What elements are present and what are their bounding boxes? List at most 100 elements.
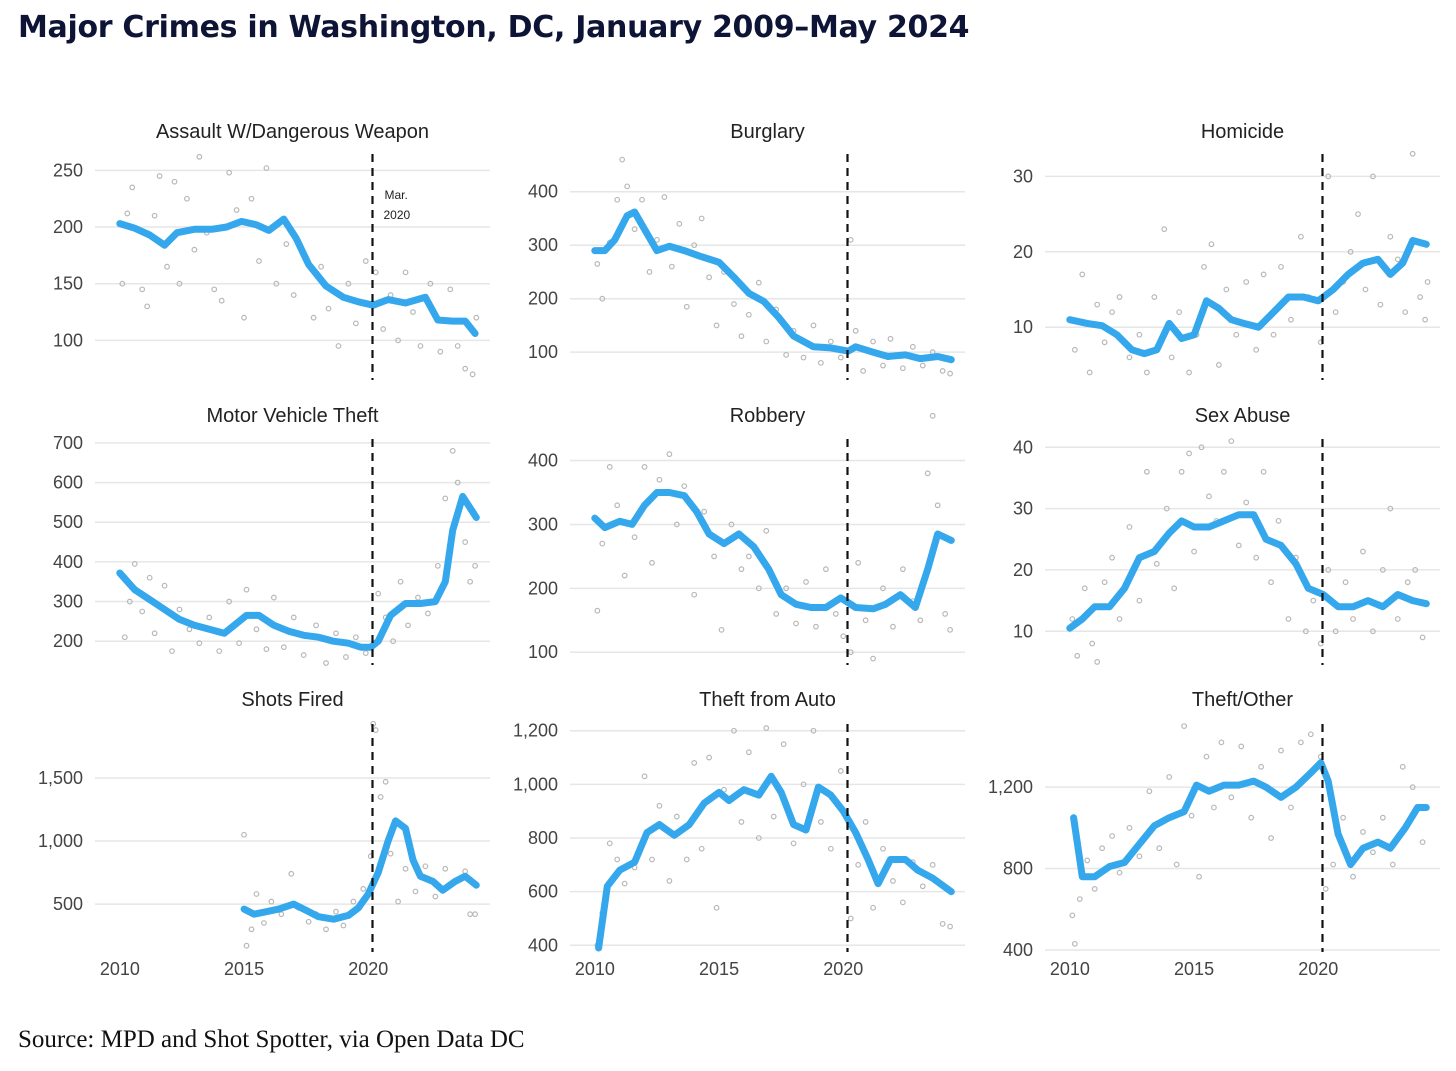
data-point	[124, 210, 131, 217]
data-point	[352, 634, 359, 641]
data-point	[656, 802, 663, 809]
data-point	[350, 898, 357, 905]
data-point	[731, 301, 737, 307]
data-point	[176, 280, 183, 287]
data-point	[405, 622, 411, 629]
data-point	[947, 626, 953, 633]
data-point	[442, 495, 449, 502]
data-point	[1379, 567, 1386, 573]
data-point	[144, 303, 151, 310]
data-point	[233, 207, 240, 213]
x-tick-label: 2015	[1174, 959, 1214, 979]
panel-title: Shots Fired	[241, 689, 343, 711]
trend-line	[591, 208, 955, 364]
data-point	[343, 654, 349, 660]
data-point	[1394, 256, 1401, 263]
marker-annotation: 2020	[383, 208, 410, 222]
data-point	[1071, 346, 1078, 353]
data-point	[263, 646, 270, 653]
data-point	[1409, 784, 1416, 791]
data-point	[942, 610, 949, 617]
data-point	[1161, 226, 1168, 233]
data-point	[1153, 560, 1160, 567]
data-point	[1126, 824, 1133, 831]
data-point	[683, 856, 690, 863]
y-tick-label: 250	[53, 160, 83, 180]
data-point	[288, 870, 295, 877]
data-point	[1071, 940, 1078, 947]
data-point	[226, 598, 233, 605]
data-point	[810, 322, 817, 329]
data-point	[1332, 309, 1339, 316]
data-point	[745, 311, 752, 318]
data-point	[1186, 450, 1192, 457]
data-point	[1360, 829, 1366, 835]
marker-annotation: Mar.	[384, 188, 407, 202]
data-point	[1086, 369, 1093, 376]
data-point	[1347, 248, 1354, 255]
panel-homicide: Homicide 10 20 30	[1013, 121, 1440, 380]
data-point	[473, 314, 480, 321]
data-point	[783, 585, 790, 592]
y-tick-label: 20	[1013, 242, 1033, 262]
data-point	[1387, 505, 1394, 512]
data-point	[855, 861, 862, 868]
data-point	[454, 479, 461, 486]
data-point	[919, 362, 926, 369]
data-point	[661, 194, 668, 200]
data-point	[1260, 468, 1267, 475]
data-point	[1307, 731, 1314, 738]
data-point	[837, 354, 844, 361]
data-point	[1079, 271, 1086, 278]
trend-line	[595, 772, 955, 952]
data-point	[211, 286, 218, 293]
y-tick-label: 300	[528, 235, 558, 255]
data-point	[454, 343, 461, 349]
data-point	[1126, 354, 1133, 361]
source-note: Source: MPD and Shot Spotter, via Open D…	[18, 1026, 525, 1053]
data-point	[947, 370, 953, 377]
data-point	[1278, 263, 1284, 270]
data-point	[1188, 812, 1195, 819]
data-point	[243, 586, 250, 593]
data-point	[1166, 774, 1173, 780]
data-point	[1181, 723, 1188, 730]
data-point	[656, 476, 663, 483]
data-point	[668, 263, 675, 270]
y-tick-label: 40	[1013, 437, 1033, 457]
data-point	[176, 606, 183, 613]
data-point	[1143, 369, 1150, 376]
y-tick-label: 400	[528, 182, 558, 202]
panel-robbery: Robbery 100 200 300 400	[528, 405, 965, 665]
data-point	[1268, 835, 1274, 841]
data-point	[880, 585, 886, 592]
data-point	[402, 865, 409, 872]
data-point	[467, 911, 474, 918]
data-point	[1116, 616, 1123, 622]
data-point	[1109, 833, 1115, 839]
data-point	[1116, 294, 1123, 300]
data-point	[1109, 554, 1115, 561]
data-point	[822, 566, 829, 573]
data-point	[397, 578, 404, 585]
data-point	[261, 920, 267, 926]
data-point	[335, 343, 342, 349]
data-point	[813, 623, 819, 630]
data-point	[283, 241, 290, 247]
trend-line	[1070, 759, 1430, 881]
data-point	[763, 527, 770, 534]
data-point	[624, 183, 631, 190]
data-point	[1275, 517, 1282, 524]
data-point	[1151, 294, 1158, 300]
data-point	[290, 614, 297, 621]
data-point	[325, 305, 332, 312]
data-point	[248, 195, 255, 202]
y-tick-label: 300	[528, 514, 558, 534]
data-point	[184, 195, 190, 202]
data-point	[1288, 804, 1294, 811]
data-point	[890, 878, 896, 884]
data-point	[434, 562, 441, 569]
data-point	[278, 911, 285, 918]
data-point	[1074, 652, 1081, 659]
data-point	[1203, 753, 1210, 760]
